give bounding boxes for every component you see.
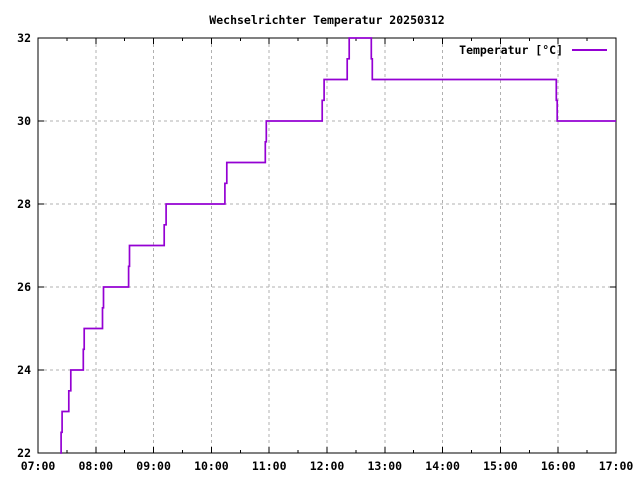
legend-label: Temperatur [°C] xyxy=(459,43,563,57)
x-tick-label-15:00: 15:00 xyxy=(483,459,518,473)
x-tick-label-16:00: 16:00 xyxy=(541,459,576,473)
x-tick-label-12:00: 12:00 xyxy=(310,459,345,473)
y-tick-label-24: 24 xyxy=(17,363,31,377)
y-tick-label-22: 22 xyxy=(17,446,31,460)
chart-title: Wechselrichter Temperatur 20250312 xyxy=(209,13,445,27)
legend: Temperatur [°C] xyxy=(459,43,607,57)
x-tick-label-17:00: 17:00 xyxy=(599,459,634,473)
legend-line-sample xyxy=(572,49,607,51)
x-tick-label-07:00: 07:00 xyxy=(21,459,56,473)
y-tick-label-32: 32 xyxy=(17,31,31,45)
x-tick-label-08:00: 08:00 xyxy=(78,459,113,473)
x-tick-label-13:00: 13:00 xyxy=(367,459,402,473)
y-tick-label-26: 26 xyxy=(17,280,31,294)
temperature-series-line xyxy=(60,37,616,454)
y-tick-label-30: 30 xyxy=(17,114,31,128)
plot-border xyxy=(37,37,617,454)
x-tick-label-09:00: 09:00 xyxy=(136,459,171,473)
x-tick-label-10:00: 10:00 xyxy=(194,459,229,473)
x-tick-label-11:00: 11:00 xyxy=(252,459,287,473)
y-tick-label-28: 28 xyxy=(17,197,31,211)
x-tick-label-14:00: 14:00 xyxy=(425,459,460,473)
